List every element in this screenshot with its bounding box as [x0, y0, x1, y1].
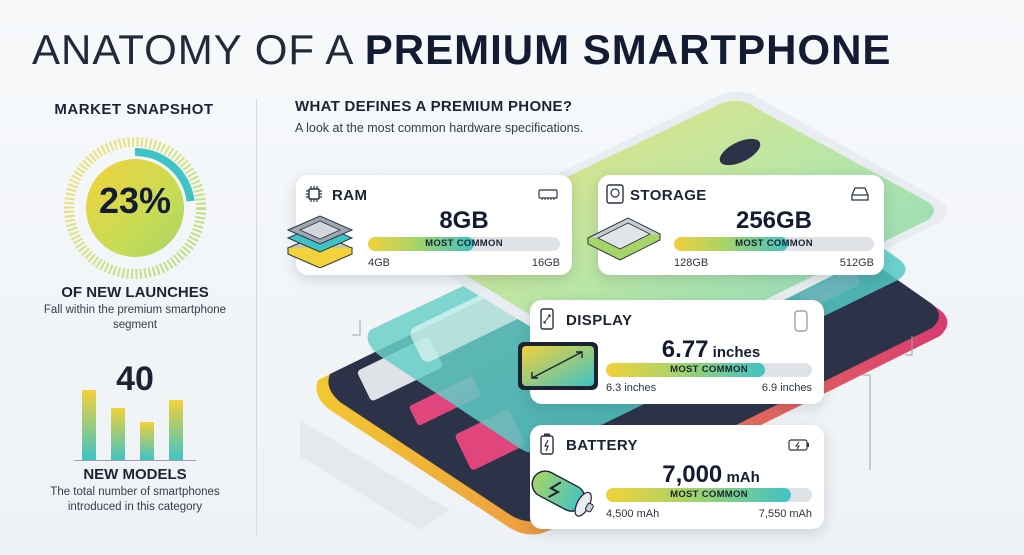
storage-max: 512GB	[839, 257, 874, 269]
ram-range-bar: MOST COMMON	[368, 237, 560, 251]
smartphone-icon	[794, 310, 808, 332]
display-most-common-label: MOST COMMON	[670, 364, 748, 375]
battery-charge-icon	[540, 433, 554, 455]
battery-max: 7,550 mAh	[758, 508, 812, 520]
market-snapshot-heading: MARKET SNAPSHOT	[54, 101, 214, 118]
hard-drive-icon	[606, 184, 624, 204]
storage-range-bar: MOST COMMON	[674, 237, 874, 251]
page-title: ANATOMY OF A PREMIUM SMARTPHONE	[32, 22, 992, 78]
display-panel-illustration	[518, 342, 598, 390]
title-light: ANATOMY OF A	[32, 26, 365, 73]
display-min: 6.3 inches	[606, 382, 657, 394]
ssd-illustration	[586, 217, 662, 261]
battery-value-unit: mAh	[722, 469, 760, 486]
storage-range-fill	[674, 237, 788, 251]
ram-range-fill	[368, 237, 474, 251]
ram-value: 8GB	[366, 207, 562, 235]
ram-min: 4GB	[368, 257, 391, 269]
new-models-label: NEW MODELS	[83, 466, 187, 483]
battery-most-common-label: MOST COMMON	[670, 489, 748, 500]
display-value-unit: inches	[708, 344, 761, 361]
battery-value: 7,000 mAh	[606, 461, 816, 489]
specs-subheading: A look at the most common hardware speci…	[295, 121, 584, 135]
specs-heading: WHAT DEFINES A PREMIUM PHONE?	[295, 98, 573, 115]
disk-drive-icon	[851, 187, 869, 201]
launches-subheading: OF NEW LAUNCHES	[61, 284, 209, 301]
new-models-description: The total number of smartphones introduc…	[50, 486, 220, 513]
battery-level-icon	[788, 439, 809, 451]
ram-max: 16GB	[531, 257, 560, 269]
storage-title: STORAGE	[630, 187, 707, 204]
new-models-count: 40	[116, 360, 154, 398]
launches-description: Fall within the premium smartphone segme…	[43, 304, 227, 331]
storage-most-common-label: MOST COMMON	[735, 238, 813, 249]
ram-value-number: 8GB	[439, 207, 489, 234]
display-title: DISPLAY	[566, 312, 633, 329]
title-bold: PREMIUM SMARTPHONE	[364, 26, 892, 73]
phone-resize-icon	[540, 308, 554, 330]
display-range-bar: MOST COMMON	[606, 363, 812, 377]
column-divider	[256, 98, 257, 536]
market-share-donut	[64, 137, 206, 279]
storage-value: 256GB	[672, 207, 876, 235]
display-value: 6.77 inches	[606, 336, 816, 364]
market-share-percent: 23%	[98, 180, 172, 221]
battery-range-fill	[606, 488, 792, 502]
battery-range-bar: MOST COMMON	[606, 488, 812, 502]
display-value-number: 6.77	[661, 336, 709, 363]
storage-min: 128GB	[674, 257, 709, 269]
models-bar-icon	[74, 390, 196, 461]
display-max: 6.9 inches	[761, 382, 812, 394]
memory-stick-icon	[538, 189, 558, 200]
battery-min: 4,500 mAh	[606, 508, 660, 520]
chip-icon	[306, 186, 322, 202]
storage-value-number: 256GB	[735, 207, 813, 234]
battery-value-number: 7,000	[662, 461, 723, 488]
ram-module-illustration	[286, 215, 354, 268]
ram-most-common-label: MOST COMMON	[425, 238, 503, 249]
donut-highlight-arc	[75, 148, 195, 268]
ram-title: RAM	[332, 187, 368, 204]
display-range-fill	[606, 363, 765, 377]
storage-card: STORAGE 256GB MOST COMMON 128GB 512GB	[598, 175, 884, 275]
battery-title: BATTERY	[566, 437, 638, 454]
battery-cell-illustration	[531, 470, 594, 517]
